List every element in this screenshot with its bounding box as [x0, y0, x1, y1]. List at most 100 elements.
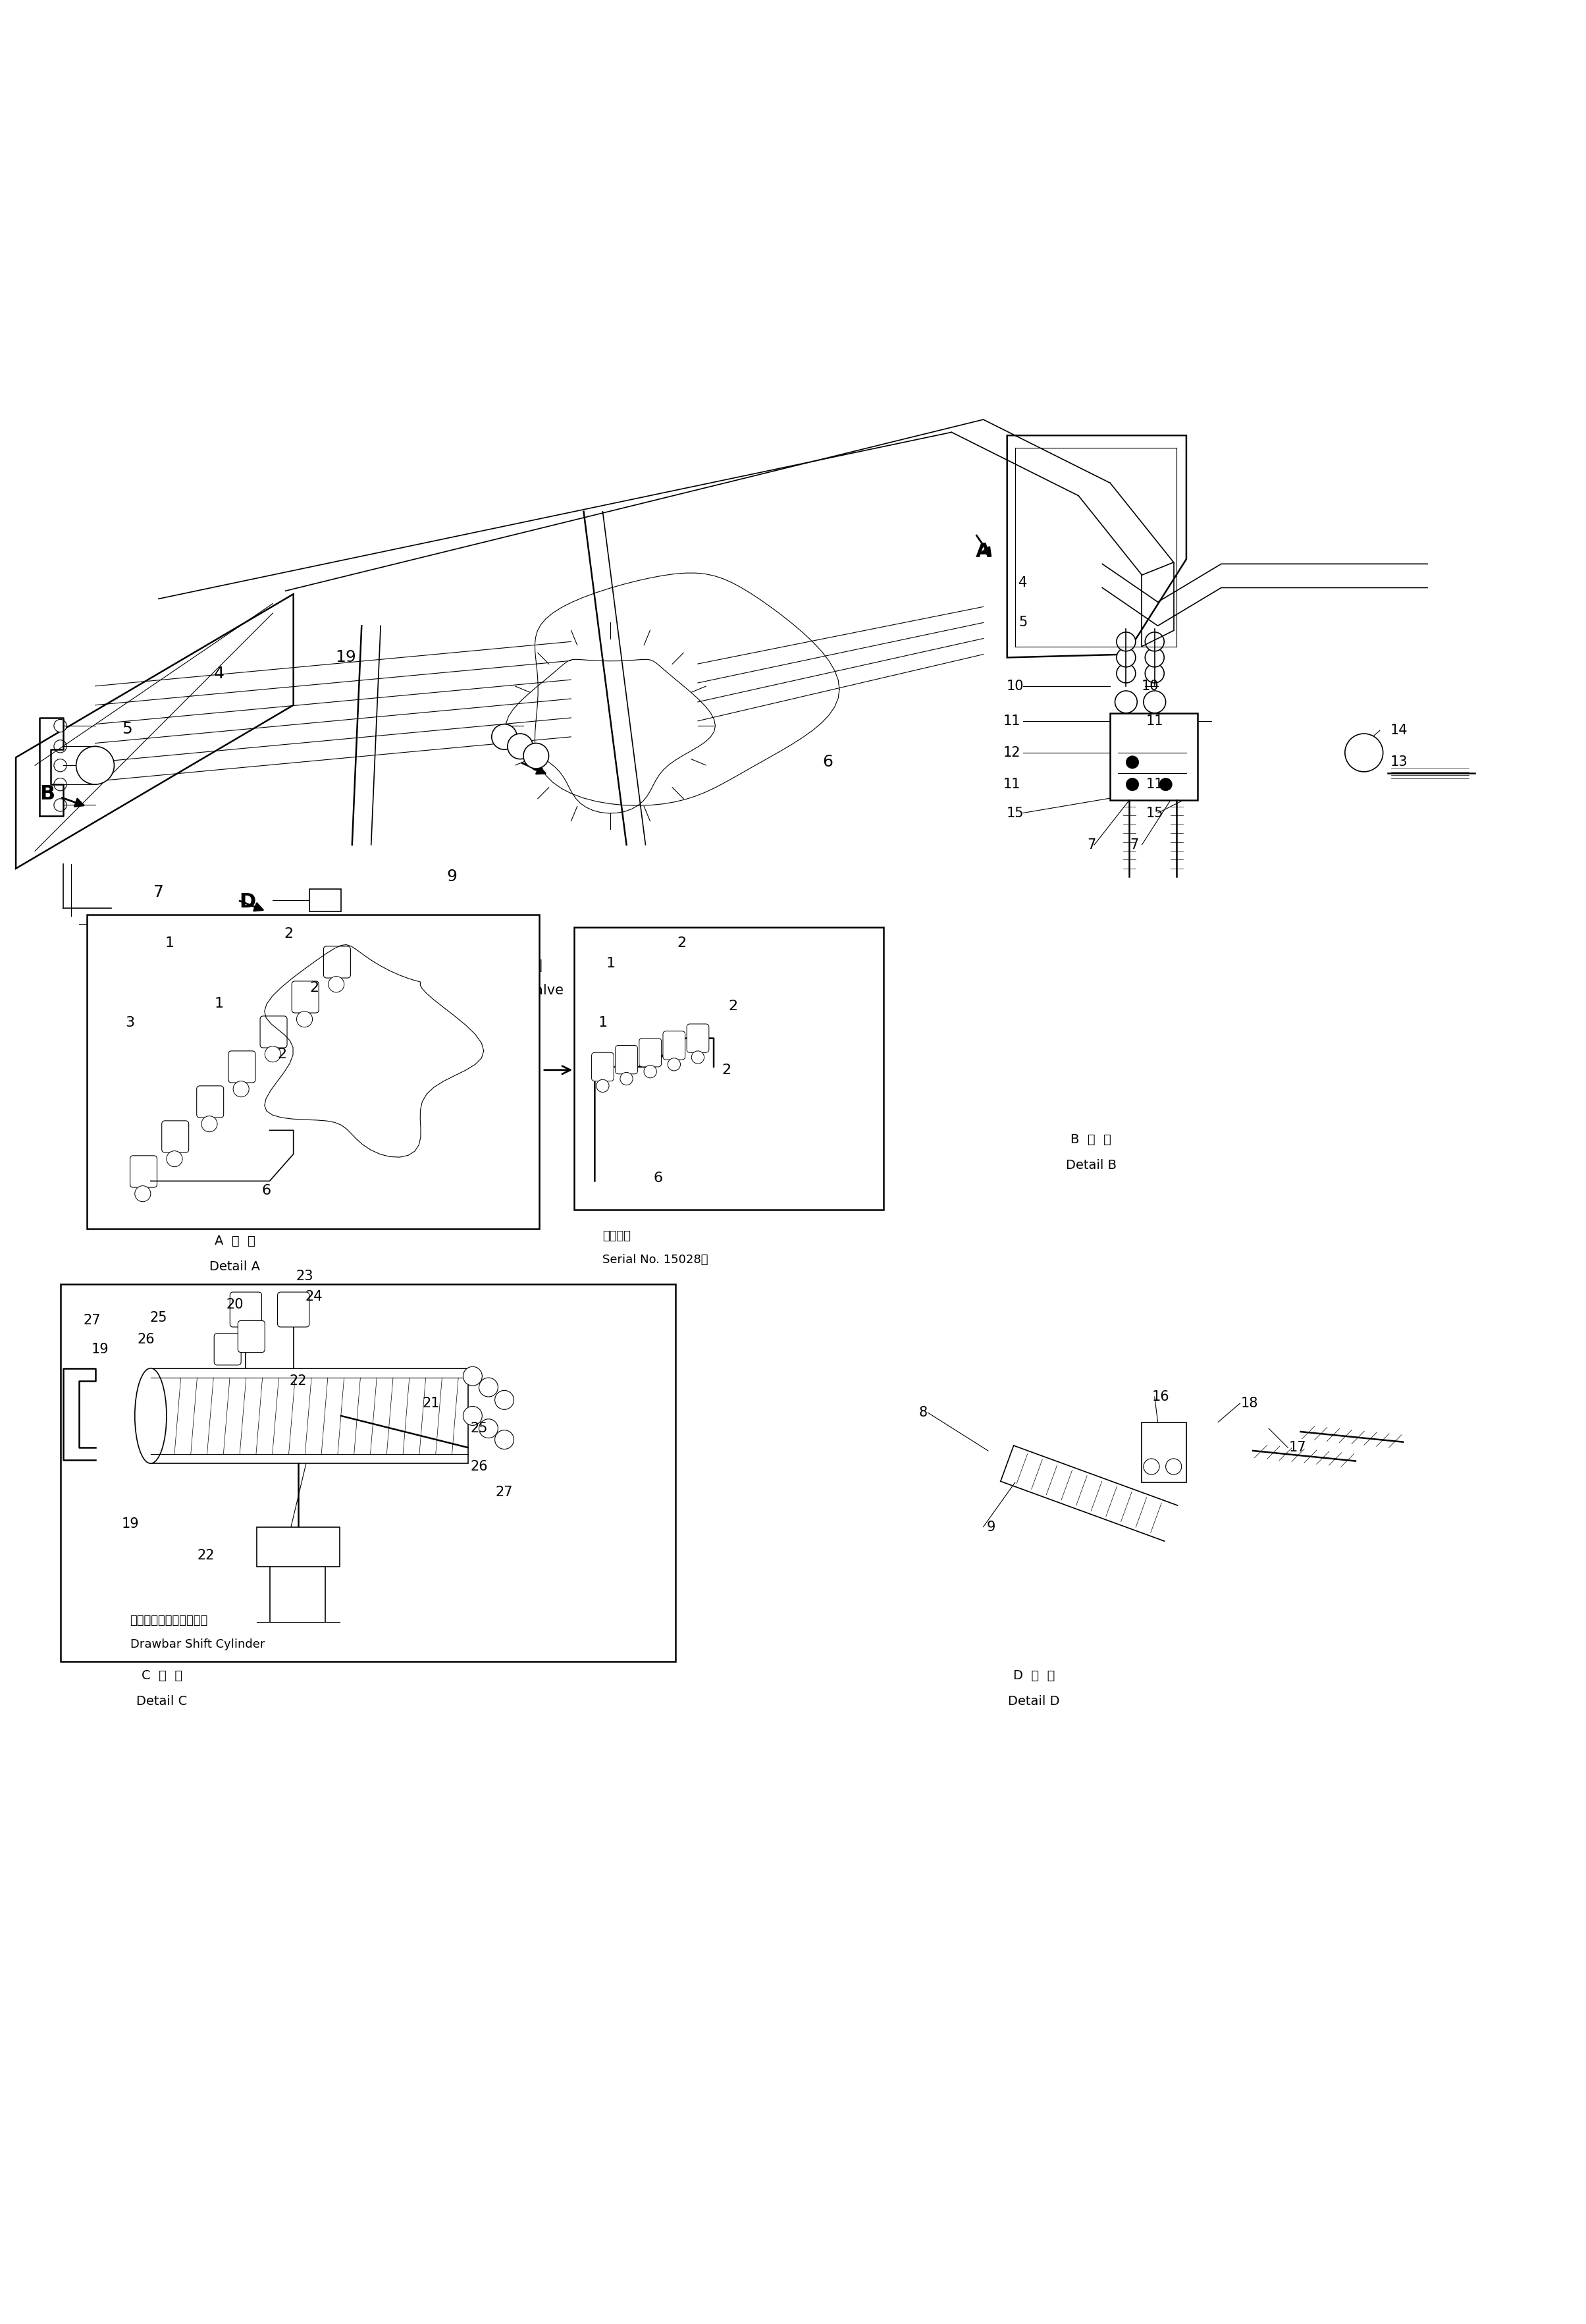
Circle shape: [495, 1390, 514, 1408]
Text: B: B: [40, 786, 56, 804]
Text: 19: 19: [335, 651, 357, 665]
Text: 2: 2: [728, 999, 737, 1013]
Circle shape: [54, 760, 67, 772]
Text: Control  Valve: Control Valve: [468, 983, 563, 997]
FancyBboxPatch shape: [615, 1046, 638, 1074]
FancyBboxPatch shape: [130, 1155, 157, 1188]
Circle shape: [1144, 690, 1166, 713]
FancyBboxPatch shape: [687, 1025, 709, 1053]
Circle shape: [328, 976, 344, 992]
Text: 6: 6: [262, 1183, 271, 1197]
Text: 22: 22: [289, 1373, 308, 1387]
Circle shape: [1144, 720, 1166, 741]
Circle shape: [297, 1011, 312, 1027]
Text: 12: 12: [1002, 746, 1021, 760]
Text: 1: 1: [214, 997, 224, 1011]
Bar: [309, 890, 341, 911]
FancyBboxPatch shape: [260, 1016, 287, 1048]
Text: Serial No. 15028～: Serial No. 15028～: [603, 1255, 709, 1267]
Text: 10: 10: [1006, 679, 1025, 693]
Text: 5: 5: [1018, 616, 1028, 630]
Circle shape: [201, 1116, 217, 1132]
Text: 26: 26: [136, 1334, 155, 1346]
Text: 4: 4: [1018, 576, 1028, 590]
Circle shape: [1159, 779, 1172, 790]
Text: 17: 17: [1288, 1441, 1307, 1455]
Text: D: D: [239, 892, 255, 911]
Text: 15: 15: [1006, 806, 1025, 820]
Text: 2: 2: [722, 1064, 731, 1076]
Bar: [1142, 1422, 1186, 1483]
Text: 適用号码: 適用号码: [603, 1229, 631, 1241]
FancyBboxPatch shape: [592, 1053, 614, 1081]
Text: 1: 1: [165, 937, 174, 951]
Text: 6: 6: [823, 755, 833, 769]
Circle shape: [523, 744, 549, 769]
FancyBboxPatch shape: [663, 1032, 685, 1060]
Circle shape: [479, 1420, 498, 1439]
Circle shape: [54, 739, 67, 753]
Text: 27: 27: [495, 1485, 514, 1499]
Text: 5: 5: [122, 720, 132, 737]
Text: 20: 20: [225, 1299, 244, 1311]
Circle shape: [1117, 665, 1136, 683]
FancyBboxPatch shape: [214, 1334, 241, 1364]
Text: 15: 15: [1145, 806, 1164, 820]
Bar: [87, 916, 539, 1229]
Circle shape: [1115, 690, 1137, 713]
Circle shape: [265, 1046, 281, 1062]
Circle shape: [1144, 1459, 1159, 1473]
Text: Detail A: Detail A: [209, 1260, 260, 1274]
Circle shape: [463, 1406, 482, 1425]
Circle shape: [1115, 720, 1137, 741]
Text: 2: 2: [677, 937, 687, 951]
FancyBboxPatch shape: [230, 1292, 262, 1327]
Text: B  詳  細: B 詳 細: [1071, 1134, 1112, 1146]
Circle shape: [233, 1081, 249, 1097]
Text: 16: 16: [1151, 1390, 1170, 1404]
Text: 24: 24: [305, 1290, 324, 1304]
Text: 2: 2: [309, 981, 319, 995]
Text: 21: 21: [422, 1397, 441, 1411]
FancyBboxPatch shape: [197, 1085, 224, 1118]
Text: ドローバシフトシリンダ: ドローバシフトシリンダ: [130, 1615, 208, 1627]
Text: C: C: [528, 755, 544, 774]
Text: 8: 8: [320, 892, 330, 909]
Circle shape: [76, 746, 114, 786]
Circle shape: [54, 799, 67, 811]
Circle shape: [1117, 648, 1136, 667]
Circle shape: [495, 1429, 514, 1450]
Text: 4: 4: [214, 665, 224, 681]
Text: 19: 19: [90, 1343, 109, 1355]
Text: 19: 19: [121, 1518, 140, 1529]
Text: Detail D: Detail D: [1009, 1694, 1059, 1708]
Text: Drawbar Shift Cylinder: Drawbar Shift Cylinder: [130, 1638, 265, 1650]
Circle shape: [54, 720, 67, 732]
Circle shape: [1145, 648, 1164, 667]
Text: D  詳  細: D 詳 細: [1013, 1669, 1055, 1683]
Circle shape: [1145, 665, 1164, 683]
FancyBboxPatch shape: [639, 1039, 661, 1067]
Text: 1: 1: [598, 1016, 607, 1030]
FancyBboxPatch shape: [228, 1050, 255, 1083]
Text: 2: 2: [284, 927, 293, 941]
Ellipse shape: [135, 1369, 167, 1464]
Text: 6: 6: [653, 1171, 663, 1185]
Text: 22: 22: [197, 1548, 216, 1562]
Circle shape: [135, 1185, 151, 1202]
FancyBboxPatch shape: [292, 981, 319, 1013]
Text: 2: 2: [278, 1048, 287, 1060]
Circle shape: [492, 725, 517, 751]
Text: 14: 14: [1389, 723, 1408, 737]
Text: 3: 3: [125, 1016, 135, 1030]
Text: 9: 9: [986, 1520, 996, 1534]
Circle shape: [1145, 632, 1164, 651]
Circle shape: [620, 1071, 633, 1085]
Circle shape: [463, 1367, 482, 1385]
Text: 25: 25: [469, 1422, 488, 1436]
Circle shape: [1117, 632, 1136, 651]
Text: 13: 13: [1389, 755, 1408, 769]
Text: 26: 26: [469, 1459, 488, 1473]
FancyBboxPatch shape: [324, 946, 351, 978]
Bar: [60, 1285, 676, 1662]
